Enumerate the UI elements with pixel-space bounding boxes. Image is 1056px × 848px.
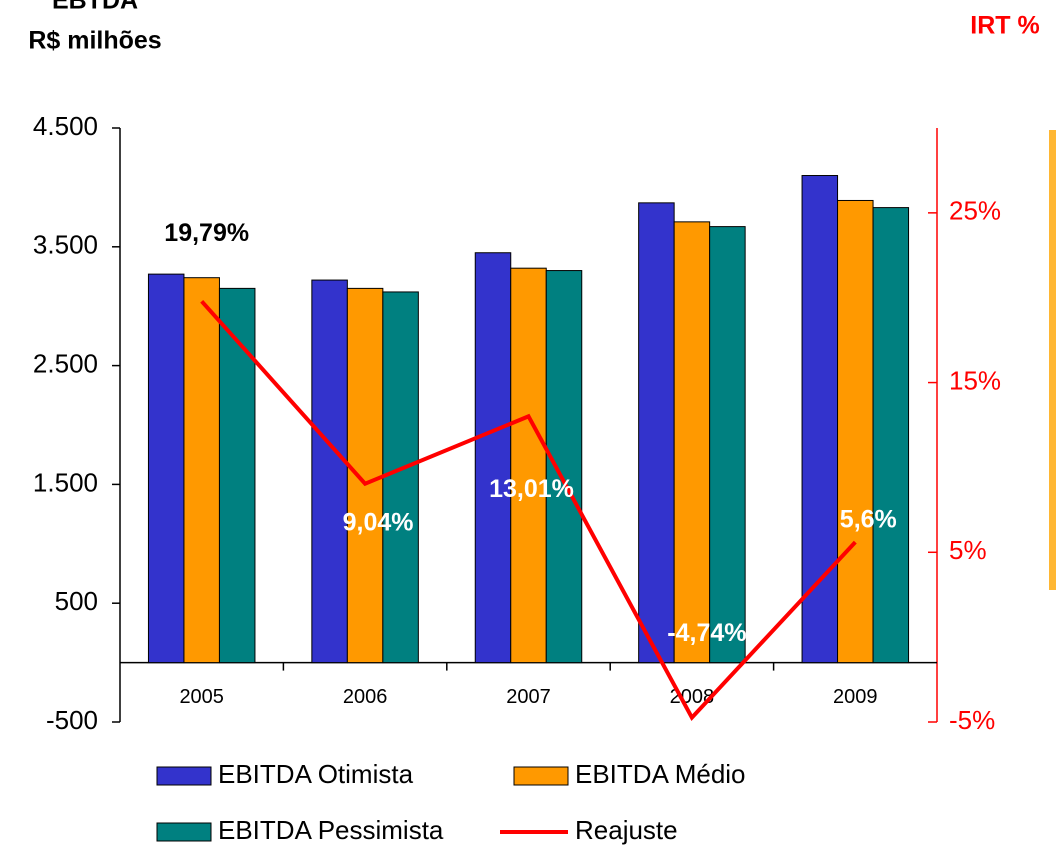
legend-label: EBITDA Médio [575, 759, 746, 789]
x-tick-label: 2008 [670, 686, 715, 708]
x-tick-label: 2009 [833, 686, 878, 708]
bar [218, 287, 256, 664]
bar [872, 207, 910, 664]
bar [545, 270, 583, 664]
y-tick-label: 2.500 [33, 348, 98, 378]
y-tick-label: 1.500 [33, 467, 98, 497]
x-tick-label: 2006 [343, 686, 388, 708]
decoration [1049, 130, 1056, 590]
bar [638, 202, 675, 664]
legend-swatch [513, 766, 569, 786]
legend-label: Reajuste [575, 815, 678, 845]
legend-label: EBITDA Otimista [218, 759, 414, 789]
bar [801, 175, 839, 664]
y2-tick-label: 15% [949, 365, 1001, 395]
legend-swatch [156, 822, 212, 842]
data-label: 13,01% [489, 475, 574, 503]
bar [510, 267, 547, 664]
y-axis-title: R$ milhões [28, 27, 161, 55]
legend-label: EBITDA Pessimista [218, 815, 444, 845]
bar [183, 277, 220, 664]
y-tick-label: 3.500 [33, 230, 98, 260]
bar [311, 279, 348, 664]
data-label: 19,79% [164, 219, 249, 247]
y2-tick-label: -5% [949, 705, 995, 735]
legend-swatch [156, 766, 212, 786]
y2-tick-label: 5% [949, 535, 987, 565]
data-label: 9,04% [343, 508, 414, 536]
bar [673, 221, 711, 664]
bar [709, 226, 746, 664]
line [200, 299, 857, 721]
x-tick-label: 2007 [506, 686, 551, 708]
y-tick-label: 4.500 [33, 111, 98, 141]
bar [382, 291, 419, 664]
y-tick-label: -500 [46, 705, 98, 735]
y2-axis-title: IRT % [970, 12, 1039, 40]
data-label: -4,74% [667, 619, 746, 647]
bar [837, 199, 874, 664]
chart-title: EBTDA [52, 0, 138, 15]
bar [474, 252, 512, 664]
data-label: 5,6% [840, 506, 897, 534]
x-tick-label: 2005 [179, 686, 224, 708]
y2-tick-label: 25% [949, 196, 1001, 226]
y-tick-label: 500 [55, 586, 98, 616]
bar [346, 287, 384, 664]
bar [147, 273, 185, 664]
